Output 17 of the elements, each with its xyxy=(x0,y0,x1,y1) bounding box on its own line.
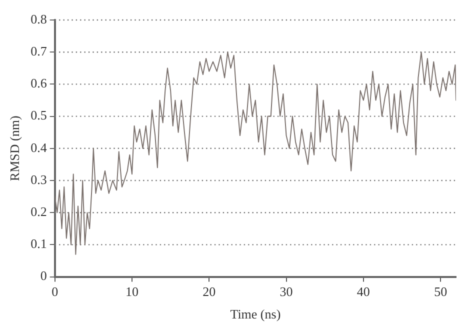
y-tick-label: 0.8 xyxy=(30,11,47,26)
x-axis-title: Time (ns) xyxy=(230,306,281,322)
y-tick-label: 0.1 xyxy=(30,236,47,252)
y-tick-label: 0.6 xyxy=(30,76,48,91)
x-tick-label: 40 xyxy=(356,284,370,300)
y-tick-label: 0.4 xyxy=(30,140,48,155)
x-tick-label: 20 xyxy=(202,284,216,300)
x-tick-label: 10 xyxy=(125,284,138,300)
x-tick-label: 30 xyxy=(280,284,293,300)
x-tick-label: 0 xyxy=(52,284,58,300)
y-tick-label: 0.5 xyxy=(30,108,47,123)
y-tick-label: 0.3 xyxy=(30,172,47,187)
y-tick-label: 0.2 xyxy=(30,204,47,220)
x-tick-label: 50 xyxy=(434,284,448,300)
y-tick-label: 0.7 xyxy=(30,44,48,59)
y-axis-title: RMSD (nm) xyxy=(7,116,22,182)
y-tick-label: 0 xyxy=(40,268,47,284)
